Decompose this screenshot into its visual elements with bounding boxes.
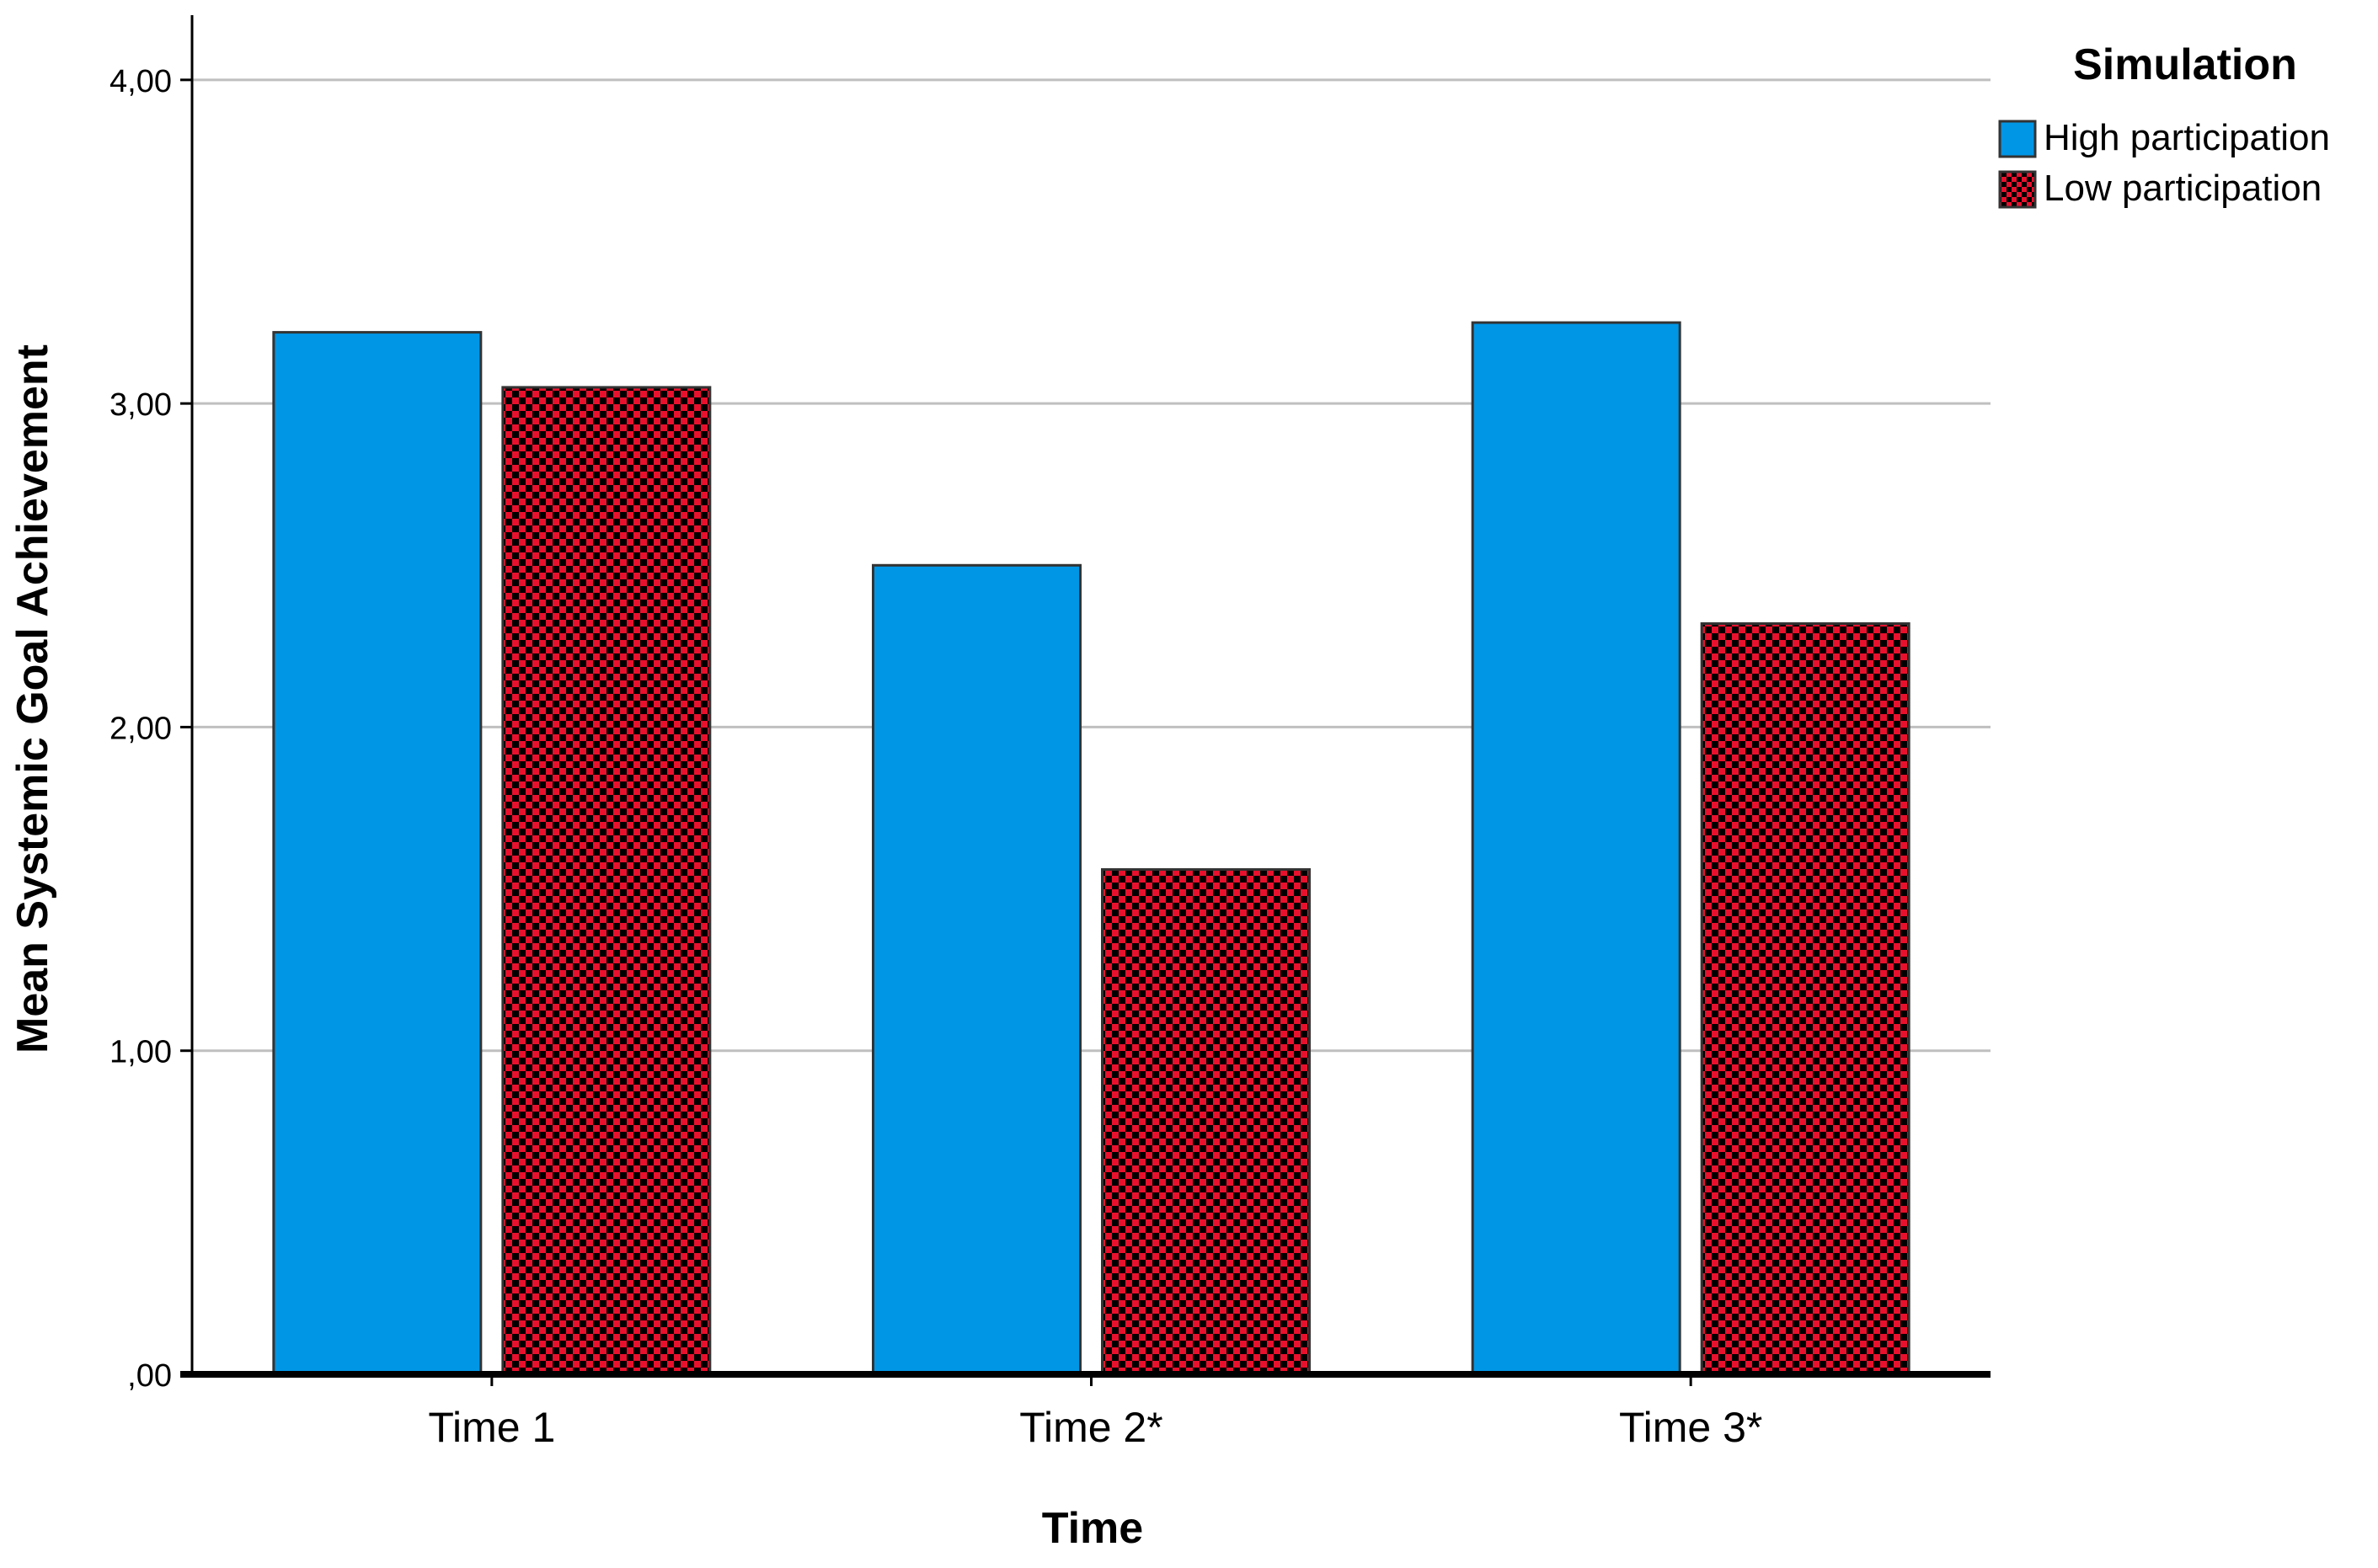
legend-swatch (1998, 170, 2037, 209)
x-tick-label: Time 3* (1619, 1404, 1762, 1451)
y-tick-label: 1,00 (110, 1035, 172, 1070)
bar-high-participation (1471, 321, 1681, 1376)
bar-low-participation (1700, 621, 1910, 1376)
x-axis-title: Time (1042, 1504, 1143, 1553)
legend-label: High participation (2044, 117, 2330, 158)
bar-high-participation (872, 563, 1082, 1376)
legend: Simulation High participation Low partici… (1998, 40, 2330, 209)
axes: ,00 1,00 2,00 3,00 4,00 Time 1 Time 2* Time 3* (110, 15, 1762, 1451)
bars (272, 321, 1910, 1376)
bar-high-participation (272, 331, 483, 1376)
x-tick-label: Time 2* (1019, 1404, 1162, 1451)
gridlines (192, 78, 1991, 1053)
y-axis-title: Mean Systemic Goal Achievement (8, 344, 57, 1053)
y-tick-label: 2,00 (110, 711, 172, 746)
legend-label: Low participation (2044, 168, 2322, 209)
bar-low-participation (501, 386, 712, 1376)
y-tick-label: ,00 (127, 1358, 172, 1394)
y-tick-label: 3,00 (110, 387, 172, 423)
axis-labels: Mean Systemic Goal Achievement Time (8, 344, 1143, 1553)
legend-swatch (1998, 120, 2037, 158)
legend-title: Simulation (2073, 40, 2297, 89)
bar-low-participation (1101, 868, 1311, 1376)
x-tick-label: Time 1 (428, 1404, 555, 1451)
y-tick-label: 4,00 (110, 64, 172, 99)
